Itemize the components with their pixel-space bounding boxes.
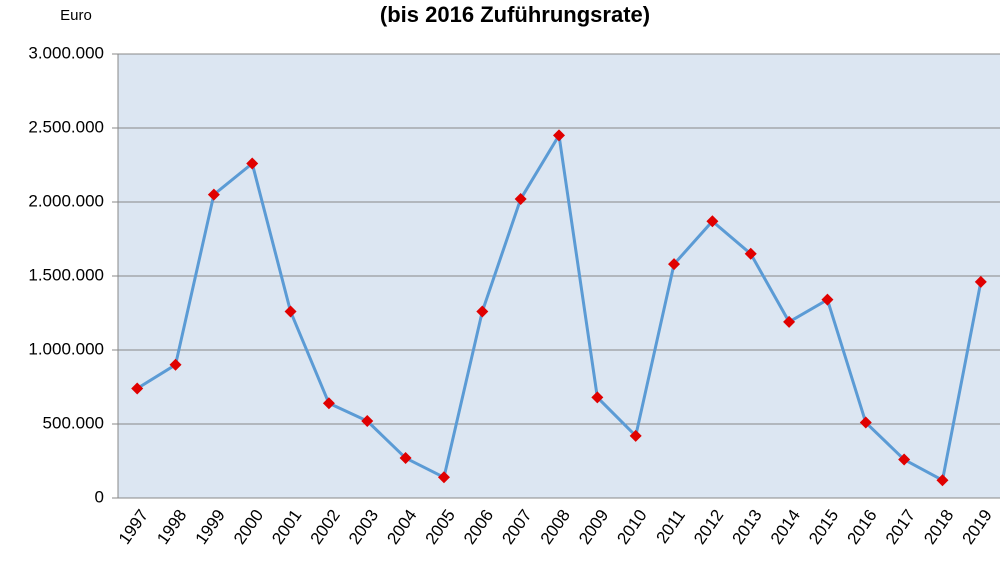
x-tick-label: 2008 (537, 506, 574, 548)
x-tick-group: 2006 (460, 506, 497, 548)
x-tick-group: 1999 (192, 506, 229, 548)
x-tick-label: 2018 (920, 506, 957, 548)
x-tick-group: 2015 (805, 506, 842, 548)
x-tick-group: 2014 (767, 506, 804, 548)
x-tick-label: 2015 (805, 506, 842, 548)
data-point (783, 315, 796, 328)
x-tick-group: 2008 (537, 506, 574, 548)
data-point (207, 188, 220, 201)
x-tick-label: 2013 (728, 506, 765, 548)
x-tick-group: 2016 (843, 506, 880, 548)
x-tick-group: 1998 (153, 506, 190, 548)
data-point (629, 429, 642, 442)
x-tick-label: 2006 (460, 506, 497, 548)
x-tick-label: 2005 (422, 506, 459, 548)
x-tick-label: 2016 (843, 506, 880, 548)
y-tick-label: 1.000.000 (28, 339, 104, 358)
x-tick-group: 2007 (498, 506, 535, 548)
data-point (744, 247, 757, 260)
y-tick-label: 1.500.000 (28, 265, 104, 284)
data-point (322, 397, 335, 410)
x-tick-group: 2018 (920, 506, 957, 548)
data-point (437, 471, 450, 484)
x-tick-label: 2001 (268, 506, 305, 548)
x-tick-group: 2017 (882, 506, 919, 548)
x-tick-group: 2005 (422, 506, 459, 548)
x-tick-group: 2002 (307, 506, 344, 548)
x-tick-group: 2010 (613, 506, 650, 548)
x-tick-label: 2014 (767, 506, 804, 548)
x-tick-label: 2000 (230, 506, 267, 548)
x-tick-label: 2003 (345, 506, 382, 548)
y-tick-label: 0 (95, 487, 104, 506)
x-tick-label: 2010 (613, 506, 650, 548)
data-point (553, 129, 565, 142)
y-tick-label: 500.000 (43, 413, 104, 432)
x-tick-label: 2007 (498, 506, 535, 548)
data-point (591, 391, 604, 404)
x-tick-group: 2013 (728, 506, 765, 548)
x-tick-group: 2001 (268, 506, 305, 548)
x-tick-label: 1999 (192, 506, 229, 548)
data-point (668, 258, 681, 271)
y-axis-label: Euro (60, 7, 92, 24)
data-point (821, 293, 834, 306)
data-point (284, 305, 297, 318)
data-point (936, 474, 949, 487)
data-point (476, 305, 489, 318)
x-tick-group: 2009 (575, 506, 612, 548)
chart-title: (bis 2016 Zuführungsrate) (380, 2, 650, 27)
data-point (131, 382, 144, 395)
data-point (514, 193, 527, 206)
x-tick-label: 2012 (690, 506, 727, 548)
data-point (169, 358, 182, 371)
x-tick-group: 2000 (230, 506, 267, 548)
data-point (361, 415, 374, 428)
data-point (898, 453, 911, 466)
data-point (399, 452, 412, 465)
x-tick-group: 2011 (652, 506, 689, 547)
y-tick-label: 3.000.000 (28, 43, 104, 62)
x-tick-group: 2003 (345, 506, 382, 548)
x-tick-group: 1997 (115, 506, 152, 548)
data-point (859, 416, 872, 429)
x-tick-group: 2012 (690, 506, 727, 548)
x-tick-label: 2017 (882, 506, 919, 548)
data-point (246, 157, 259, 170)
y-tick-label: 2.500.000 (28, 117, 104, 136)
x-tick-label: 2004 (383, 506, 420, 548)
data-point (974, 275, 987, 288)
x-tick-group: 2019 (959, 506, 996, 548)
x-tick-label: 2002 (307, 506, 344, 548)
x-tick-label: 2009 (575, 506, 612, 548)
x-tick-label: 2011 (652, 506, 689, 547)
data-point (706, 215, 719, 228)
x-tick-group: 2004 (383, 506, 420, 548)
x-tick-label: 1997 (115, 506, 152, 548)
x-tick-label: 2019 (959, 506, 996, 548)
x-tick-label: 1998 (153, 506, 190, 548)
y-tick-label: 2.000.000 (28, 191, 104, 210)
